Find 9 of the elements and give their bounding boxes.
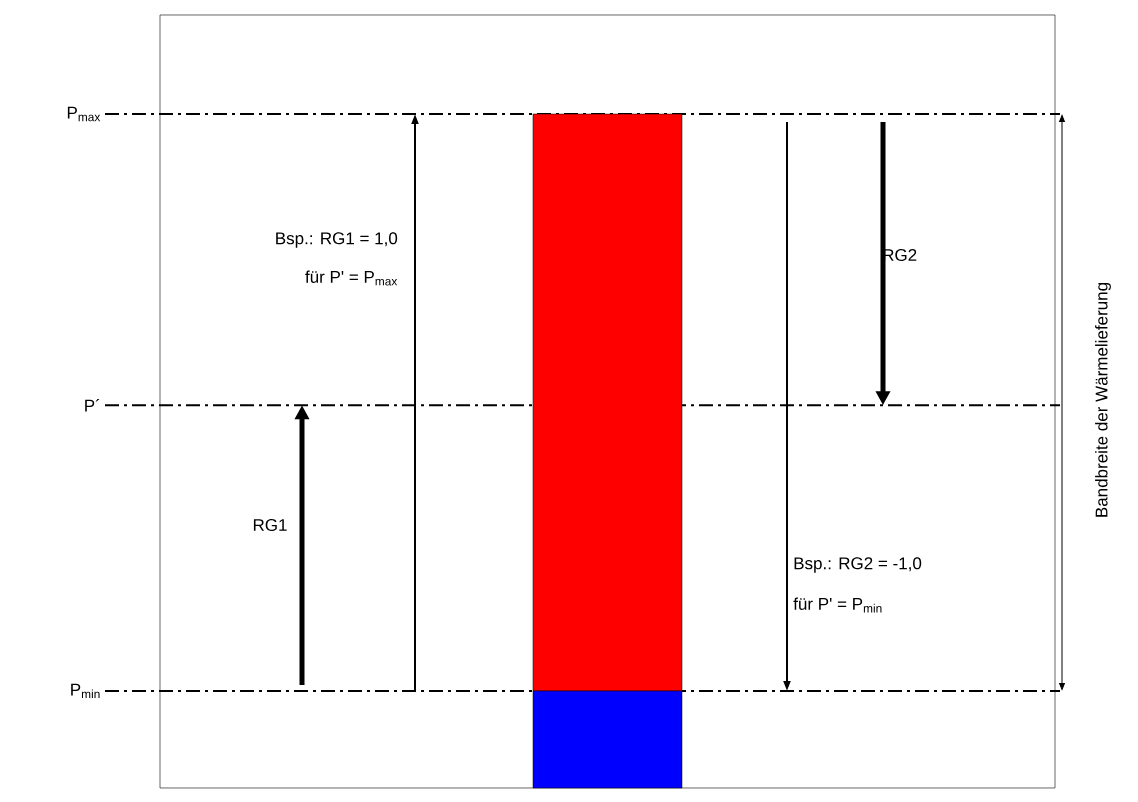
text: für P' = P$_{max}$ xyxy=(305,270,398,286)
text: Bsp.: RG1 = 1,0 xyxy=(276,232,398,248)
text: Bandbreite der Wärmelieferung xyxy=(1095,283,1111,517)
text: RG1 xyxy=(253,518,287,532)
ref-line-label: P´ xyxy=(85,398,100,412)
text: für P' = P$_{min}$ xyxy=(793,597,882,613)
ref-line-label: P$_{min}$ xyxy=(71,683,100,699)
text: Bsp.: RG2 = -1,0 xyxy=(794,557,922,573)
ref-line-label: P$_{max}$ xyxy=(67,106,101,122)
